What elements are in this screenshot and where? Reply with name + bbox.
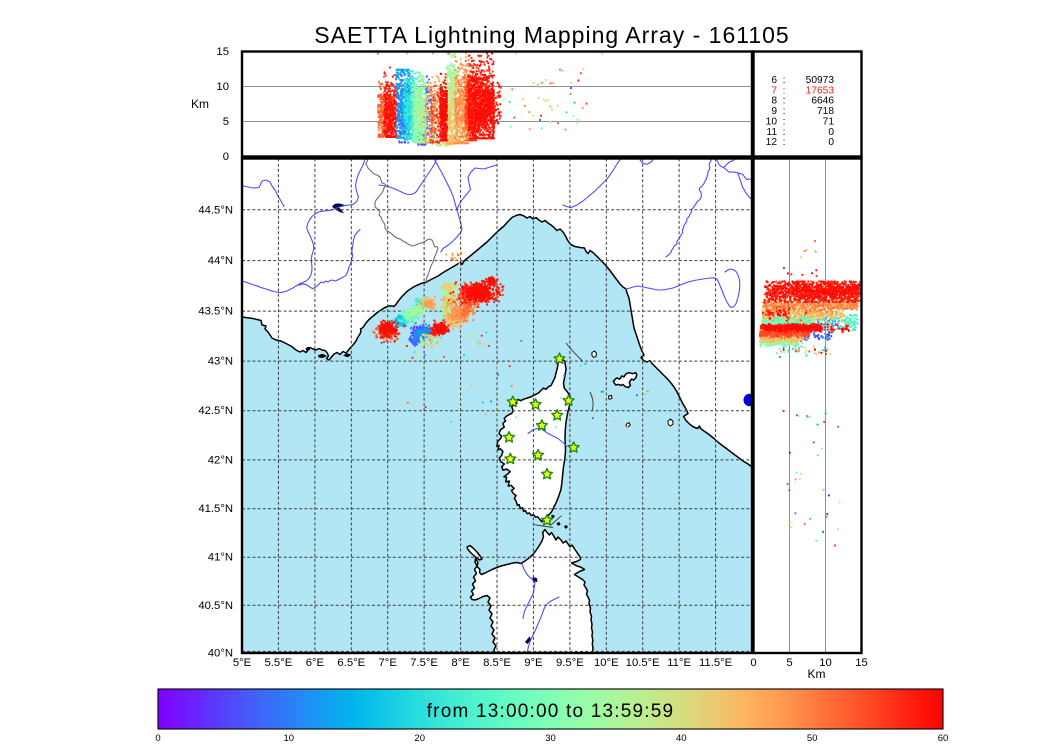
svg-text:42.5°N: 42.5°N <box>198 405 233 417</box>
svg-text:5.5°E: 5.5°E <box>265 657 293 669</box>
svg-text:from 13:00:00 to 13:59:59: from 13:00:00 to 13:59:59 <box>427 701 675 722</box>
svg-text:30: 30 <box>545 733 556 744</box>
svg-text:Km: Km <box>808 667 826 681</box>
svg-text:10: 10 <box>766 116 778 127</box>
svg-text:6: 6 <box>771 75 777 86</box>
svg-text:10: 10 <box>216 81 229 93</box>
svg-text:8: 8 <box>771 96 777 107</box>
svg-text:20: 20 <box>414 733 425 744</box>
svg-text:50973: 50973 <box>806 75 835 86</box>
svg-text:10.5°E: 10.5°E <box>626 657 661 669</box>
svg-text::: : <box>783 116 786 127</box>
svg-text:60: 60 <box>938 733 949 744</box>
svg-text:9.5°E: 9.5°E <box>556 657 584 669</box>
svg-text:41.5°N: 41.5°N <box>198 503 233 515</box>
svg-text::: : <box>783 127 786 138</box>
svg-text:Km: Km <box>191 97 209 111</box>
svg-text:42°N: 42°N <box>208 454 233 466</box>
svg-text:40: 40 <box>676 733 687 744</box>
svg-text:50: 50 <box>807 733 818 744</box>
svg-text:0: 0 <box>155 733 160 744</box>
svg-text:0: 0 <box>828 127 834 138</box>
svg-text:6°E: 6°E <box>306 657 325 669</box>
svg-text:0: 0 <box>750 657 756 669</box>
svg-text:7°E: 7°E <box>379 657 398 669</box>
svg-text:SAETTA Lightning Mapping Array: SAETTA Lightning Mapping Array - 161105 <box>314 22 789 48</box>
svg-text:41°N: 41°N <box>208 552 233 564</box>
svg-text:40°N: 40°N <box>208 648 233 660</box>
svg-text:71: 71 <box>823 116 835 127</box>
svg-text:718: 718 <box>817 106 834 117</box>
svg-text:10°E: 10°E <box>594 657 619 669</box>
svg-text:11.5°E: 11.5°E <box>699 657 733 669</box>
svg-text:9: 9 <box>771 106 777 117</box>
svg-text:44°N: 44°N <box>208 255 233 267</box>
svg-text:17653: 17653 <box>806 85 835 96</box>
svg-text:0: 0 <box>223 151 229 163</box>
svg-text:15: 15 <box>855 657 868 669</box>
svg-text::: : <box>783 137 786 148</box>
svg-text:43.5°N: 43.5°N <box>198 306 233 318</box>
svg-text:10: 10 <box>819 657 832 669</box>
svg-text:7.5°E: 7.5°E <box>410 657 438 669</box>
svg-text:11°E: 11°E <box>667 657 691 669</box>
svg-text:5°E: 5°E <box>233 657 252 669</box>
svg-text:15: 15 <box>216 46 229 58</box>
svg-text:8°E: 8°E <box>451 657 470 669</box>
svg-text::: : <box>783 106 786 117</box>
svg-text::: : <box>783 85 786 96</box>
svg-text:0: 0 <box>828 137 834 148</box>
svg-text:43°N: 43°N <box>208 356 233 368</box>
svg-text:40.5°N: 40.5°N <box>198 600 233 612</box>
svg-text:11: 11 <box>766 127 777 138</box>
svg-text:6646: 6646 <box>811 96 834 107</box>
svg-text:6.5°E: 6.5°E <box>337 657 365 669</box>
svg-text:8.5°E: 8.5°E <box>483 657 511 669</box>
svg-text:10: 10 <box>284 733 295 744</box>
svg-text:7: 7 <box>771 85 777 96</box>
svg-text:9°E: 9°E <box>524 657 543 669</box>
svg-text:5: 5 <box>223 116 229 128</box>
svg-text:5: 5 <box>786 657 792 669</box>
svg-text::: : <box>783 96 786 107</box>
svg-text:44.5°N: 44.5°N <box>198 204 233 216</box>
svg-text:12: 12 <box>766 137 778 148</box>
svg-text::: : <box>783 75 786 86</box>
